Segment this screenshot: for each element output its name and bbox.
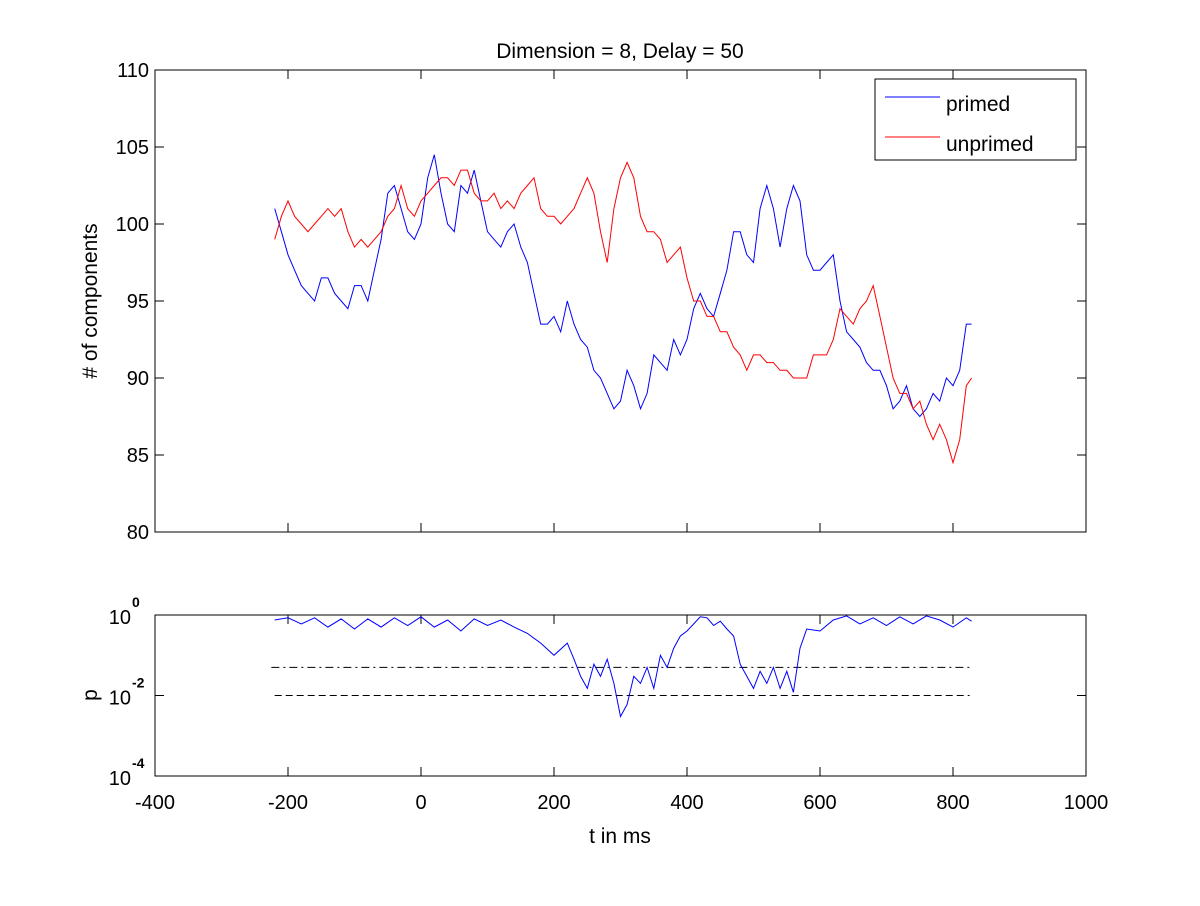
- x-tick-label: 600: [803, 792, 836, 814]
- series-line-primed: [274, 154, 972, 418]
- x-tick-label: 0: [415, 792, 426, 814]
- x-tick-label: -200: [268, 792, 308, 814]
- x-tick-label: -400: [135, 792, 175, 814]
- series-line-unprimed: [274, 161, 973, 465]
- bottom-y-axis-label: p: [79, 689, 102, 701]
- bottom-y-tick-base: 10: [109, 607, 131, 629]
- top-y-axis-label: # of components: [79, 223, 102, 378]
- top-y-tick-label: 100: [116, 214, 149, 236]
- bottom-y-tick-exponent: -4: [132, 755, 145, 771]
- bottom-y-tick-exponent: 0: [132, 594, 140, 610]
- top-series: [274, 154, 973, 465]
- top-y-tick-label: 95: [127, 291, 149, 313]
- top-y-tick-label: 85: [127, 445, 149, 467]
- p-value-line: [274, 615, 972, 718]
- bottom-y-tick-base: 10: [109, 688, 131, 710]
- bottom-y-tick-base: 10: [109, 768, 131, 790]
- bottom-series: [274, 615, 972, 718]
- top-panel: 80 85 90 95 100 105 110 Dimension = 8, Delay =…: [79, 40, 1087, 544]
- legend-label-primed: primed: [946, 93, 1010, 116]
- x-axis-label: t in ms: [589, 825, 651, 848]
- top-y-tick-label: 110: [117, 60, 149, 82]
- bottom-y-tick-exponent: -2: [132, 675, 145, 691]
- reference-lines: [271, 666, 970, 696]
- top-y-tick-label: 90: [127, 368, 149, 390]
- x-tick-label: 800: [936, 792, 969, 814]
- chart-title: Dimension = 8, Delay = 50: [496, 40, 743, 63]
- legend-label-unprimed: unprimed: [946, 133, 1034, 156]
- top-y-tick-label: 80: [127, 522, 149, 544]
- legend-box: [874, 78, 1077, 161]
- x-tick-label: 400: [670, 792, 703, 814]
- x-tick-label: 200: [537, 792, 570, 814]
- top-y-ticks: 80 85 90 95 100 105 110: [116, 60, 1087, 544]
- top-y-tick-label: 105: [116, 137, 149, 159]
- legend: primed unprimed: [874, 78, 1077, 161]
- bottom-x-ticks: -400 -200 0 200 400 600 800 1000: [135, 615, 1108, 814]
- x-tick-label: 1000: [1064, 792, 1109, 814]
